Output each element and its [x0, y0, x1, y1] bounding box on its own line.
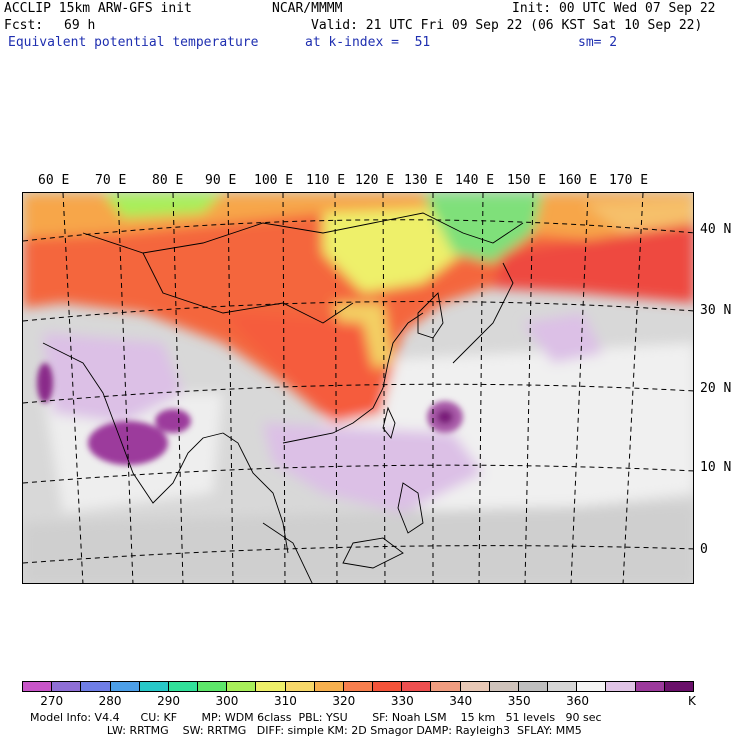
- colorbar-swatch: [460, 682, 490, 691]
- fcst-label: Fcst:: [4, 18, 44, 33]
- lon-label: 160 E: [558, 173, 598, 188]
- colorbar-swatch: [518, 682, 549, 691]
- lon-label: 80 E: [152, 173, 184, 188]
- colorbar-swatch: [81, 682, 111, 691]
- colorbar-tick: 300: [215, 694, 239, 708]
- colorbar-swatch: [606, 682, 636, 691]
- colorbar-tick: 290: [157, 694, 180, 708]
- colorbar-tick: 310: [273, 694, 297, 708]
- colorbar-swatch: [373, 682, 403, 691]
- colorbar-swatch: [402, 682, 432, 691]
- colorbar-swatch: [168, 682, 199, 691]
- field-fill: [23, 193, 693, 583]
- lon-label: 90 E: [205, 173, 237, 188]
- colorbar-swatch: [285, 682, 315, 691]
- lon-label: 120 E: [355, 173, 395, 188]
- colorbar-swatch: [52, 682, 82, 691]
- colorbar-swatch: [343, 682, 374, 691]
- model-info-line2: LW: RRTMG SW: RRTMG DIFF: simple KM: 2D …: [30, 724, 582, 737]
- colorbar-swatch: [664, 682, 693, 691]
- intense-cells: [37, 363, 463, 465]
- colorbar-swatch: [635, 682, 665, 691]
- colorbar-tick: 280: [98, 694, 122, 708]
- lon-label: 100 E: [254, 173, 294, 188]
- colorbar-swatch: [314, 682, 344, 691]
- coastlines: [42, 212, 524, 583]
- smoothing: sm= 2: [578, 35, 618, 50]
- colorbar-swatch: [548, 682, 578, 691]
- colorbar-swatch: [431, 682, 461, 691]
- lon-label: 110 E: [306, 173, 346, 188]
- map-canvas: [23, 193, 693, 583]
- colorbar-swatch: [110, 682, 140, 691]
- colorbar-swatch: [139, 682, 169, 691]
- lat-label: 20 N: [700, 381, 732, 396]
- graticule: [23, 193, 693, 583]
- lat-label: 0: [700, 542, 708, 557]
- colorbar-tick: 330: [390, 694, 414, 708]
- colorbar-swatch: [577, 682, 607, 691]
- colorbar-tick: 340: [449, 694, 473, 708]
- lat-label: 30 N: [700, 303, 732, 318]
- valid-time: Valid: 21 UTC Fri 09 Sep 22 (06 KST Sat …: [311, 18, 703, 33]
- colorbar-tick: 360: [566, 694, 590, 708]
- colorbar: [22, 681, 694, 692]
- colorbar-swatch: [23, 682, 53, 691]
- lon-label: 170 E: [609, 173, 649, 188]
- colorbar-swatch: [256, 682, 286, 691]
- theta-e-map: [22, 192, 694, 584]
- lat-label: 10 N: [700, 460, 732, 475]
- field-name: Equivalent potential temperature: [8, 35, 259, 50]
- lon-label: 130 E: [404, 173, 444, 188]
- org-label: NCAR/MMMM: [272, 1, 343, 16]
- colorbar-swatch: [198, 682, 228, 691]
- lon-label: 140 E: [455, 173, 495, 188]
- colorbar-swatch: [489, 682, 519, 691]
- fcst-value: 69 h: [64, 18, 96, 33]
- colorbar-tick: 320: [332, 694, 356, 708]
- model-title: ACCLIP 15km ARW-GFS init: [4, 1, 192, 16]
- lat-label: 40 N: [700, 222, 732, 237]
- lon-label: 150 E: [507, 173, 547, 188]
- colorbar-tick: 270: [40, 694, 64, 708]
- level-index: at k-index = 51: [305, 35, 431, 50]
- model-info-line1: Model Info: V4.4 CU: KF MP: WDM 6class P…: [30, 711, 602, 724]
- lon-label: 70 E: [95, 173, 127, 188]
- colorbar-swatch: [227, 682, 257, 691]
- colorbar-unit: K: [688, 694, 696, 708]
- init-time: Init: 00 UTC Wed 07 Sep 22: [512, 1, 716, 16]
- colorbar-tick: 350: [507, 694, 531, 708]
- lon-label: 60 E: [38, 173, 70, 188]
